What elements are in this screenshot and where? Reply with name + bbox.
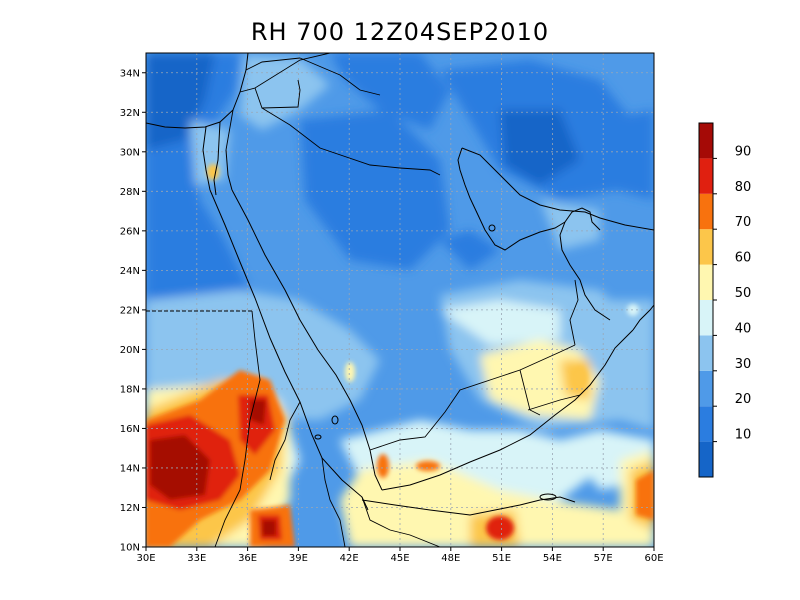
lat-tick-label: 30N xyxy=(120,147,140,158)
lat-tick-label: 28N xyxy=(120,187,140,198)
colorbar-label: 20 xyxy=(735,392,752,407)
lat-tick-label: 34N xyxy=(120,68,140,79)
colorbar-swatch xyxy=(699,441,713,477)
colorbar-swatch xyxy=(699,229,713,265)
lon-tick-label: 51E xyxy=(492,553,511,564)
lon-tick-label: 45E xyxy=(390,553,409,564)
political-borders xyxy=(146,53,581,547)
colorbar-label: 90 xyxy=(735,144,752,159)
lon-tick-label: 30E xyxy=(136,553,155,564)
colorbar-swatch xyxy=(699,300,713,336)
lat-tick-label: 14N xyxy=(120,463,140,474)
colorbar-label: 80 xyxy=(735,180,752,195)
colorbar-swatch xyxy=(699,370,713,407)
colorbar-label: 30 xyxy=(735,357,752,372)
colorbar-swatch xyxy=(699,193,713,230)
colorbar: 10 20 30 40 50 60 70 80 90 xyxy=(698,122,752,478)
lat-tick-label: 26N xyxy=(120,226,140,237)
lat-tick-label: 10N xyxy=(120,543,140,554)
map-gridlines xyxy=(146,53,654,547)
lon-tick-label: 36E xyxy=(238,553,257,564)
longitude-axis: 30E 33E 36E 39E 42E 45E 48E 51E 54E 57E 60E xyxy=(136,547,664,564)
lat-tick-label: 24N xyxy=(120,266,140,277)
lat-tick-label: 32N xyxy=(120,108,140,119)
colorbar-swatch xyxy=(699,406,713,442)
colorbar-label: 40 xyxy=(735,321,752,336)
colorbar-swatch xyxy=(699,123,713,159)
lon-tick-label: 39E xyxy=(289,553,308,564)
lon-tick-label: 54E xyxy=(543,553,562,564)
lon-tick-label: 57E xyxy=(594,553,613,564)
colorbar-label: 10 xyxy=(735,428,752,443)
lon-tick-label: 42E xyxy=(340,553,359,564)
map-title: RH 700 12Z04SEP2010 xyxy=(250,18,550,46)
colorbar-label: 70 xyxy=(735,215,752,230)
lat-tick-label: 12N xyxy=(120,503,140,514)
lat-tick-label: 18N xyxy=(120,384,140,395)
colorbar-label: 60 xyxy=(735,251,752,266)
lat-tick-label: 20N xyxy=(120,345,140,356)
lon-tick-label: 33E xyxy=(187,553,206,564)
colorbar-swatch xyxy=(699,158,713,194)
colorbar-swatch xyxy=(699,264,713,300)
colorbar-label: 50 xyxy=(735,286,752,301)
colorbar-swatch xyxy=(699,335,713,371)
lat-tick-label: 22N xyxy=(120,305,140,316)
coastlines xyxy=(146,53,654,516)
lon-tick-label: 48E xyxy=(441,553,460,564)
lon-tick-label: 60E xyxy=(644,553,663,564)
latitude-axis: 10N 12N 14N 16N 18N 20N 22N 24N 26N 28N 30N 32N 34N xyxy=(120,68,146,554)
lat-tick-label: 16N xyxy=(120,424,140,435)
